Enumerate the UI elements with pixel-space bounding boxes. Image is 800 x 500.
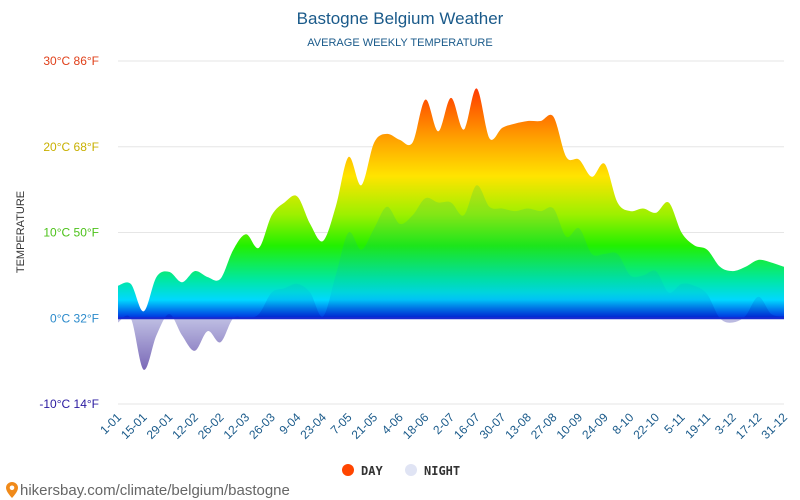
y-axis-ticks: 30°C 86°F 20°C 68°F 10°C 50°F 0°C 32°F -10°C… <box>39 54 99 411</box>
legend-item-day[interactable]: DAY <box>342 464 383 478</box>
series-areas <box>118 88 784 370</box>
x-tick-label: 12-02 <box>169 410 201 442</box>
legend-marker-day <box>342 464 354 476</box>
x-tick-label: 17-12 <box>733 410 765 442</box>
x-tick-label: 16-07 <box>451 410 483 442</box>
x-tick-label: 26-03 <box>246 410 278 442</box>
source-link[interactable]: hikersbay.com/climate/belgium/bastogne <box>6 482 290 499</box>
chart-title: Bastogne Belgium Weather <box>297 9 504 28</box>
x-tick-label: 27-08 <box>528 410 560 442</box>
legend-marker-night <box>405 464 417 476</box>
x-tick-label: 21-05 <box>349 410 381 442</box>
legend-label-day: DAY <box>361 464 383 478</box>
x-tick-label: 29-01 <box>144 410 176 442</box>
x-tick-label: 31-12 <box>759 410 791 442</box>
y-tick-label: 10°C 50°F <box>43 226 99 240</box>
legend-item-night[interactable]: NIGHT <box>405 464 460 478</box>
x-tick-label: 30-07 <box>477 410 509 442</box>
x-axis-ticks: 1-0115-0129-0112-0226-0212-0326-039-0423… <box>97 410 790 442</box>
x-tick-label: 24-09 <box>579 410 611 442</box>
y-axis-label: TEMPERATURE <box>15 191 27 273</box>
location-pin-icon <box>6 482 18 498</box>
legend: DAY NIGHT <box>342 464 460 478</box>
x-tick-label: 22-10 <box>630 410 662 442</box>
legend-label-night: NIGHT <box>424 464 460 478</box>
x-tick-label: 10-09 <box>554 410 586 442</box>
night-area-below-zero <box>118 318 784 370</box>
x-tick-label: 13-08 <box>502 410 534 442</box>
y-tick-label: 30°C 86°F <box>43 54 99 68</box>
source-url[interactable]: hikersbay.com/climate/belgium/bastogne <box>20 482 290 499</box>
x-tick-label: 18-06 <box>400 410 432 442</box>
x-tick-label: 23-04 <box>297 410 329 442</box>
x-tick-label: 12-03 <box>221 410 253 442</box>
x-tick-label: 15-01 <box>118 410 150 442</box>
x-tick-label: 19-11 <box>682 410 713 441</box>
night-area <box>122 185 784 318</box>
x-tick-label: 26-02 <box>195 410 227 442</box>
y-tick-label: -10°C 14°F <box>39 397 99 411</box>
y-tick-label: 20°C 68°F <box>43 140 99 154</box>
chart-subtitle: AVERAGE WEEKLY TEMPERATURE <box>307 37 492 49</box>
y-tick-label: 0°C 32°F <box>50 311 99 325</box>
